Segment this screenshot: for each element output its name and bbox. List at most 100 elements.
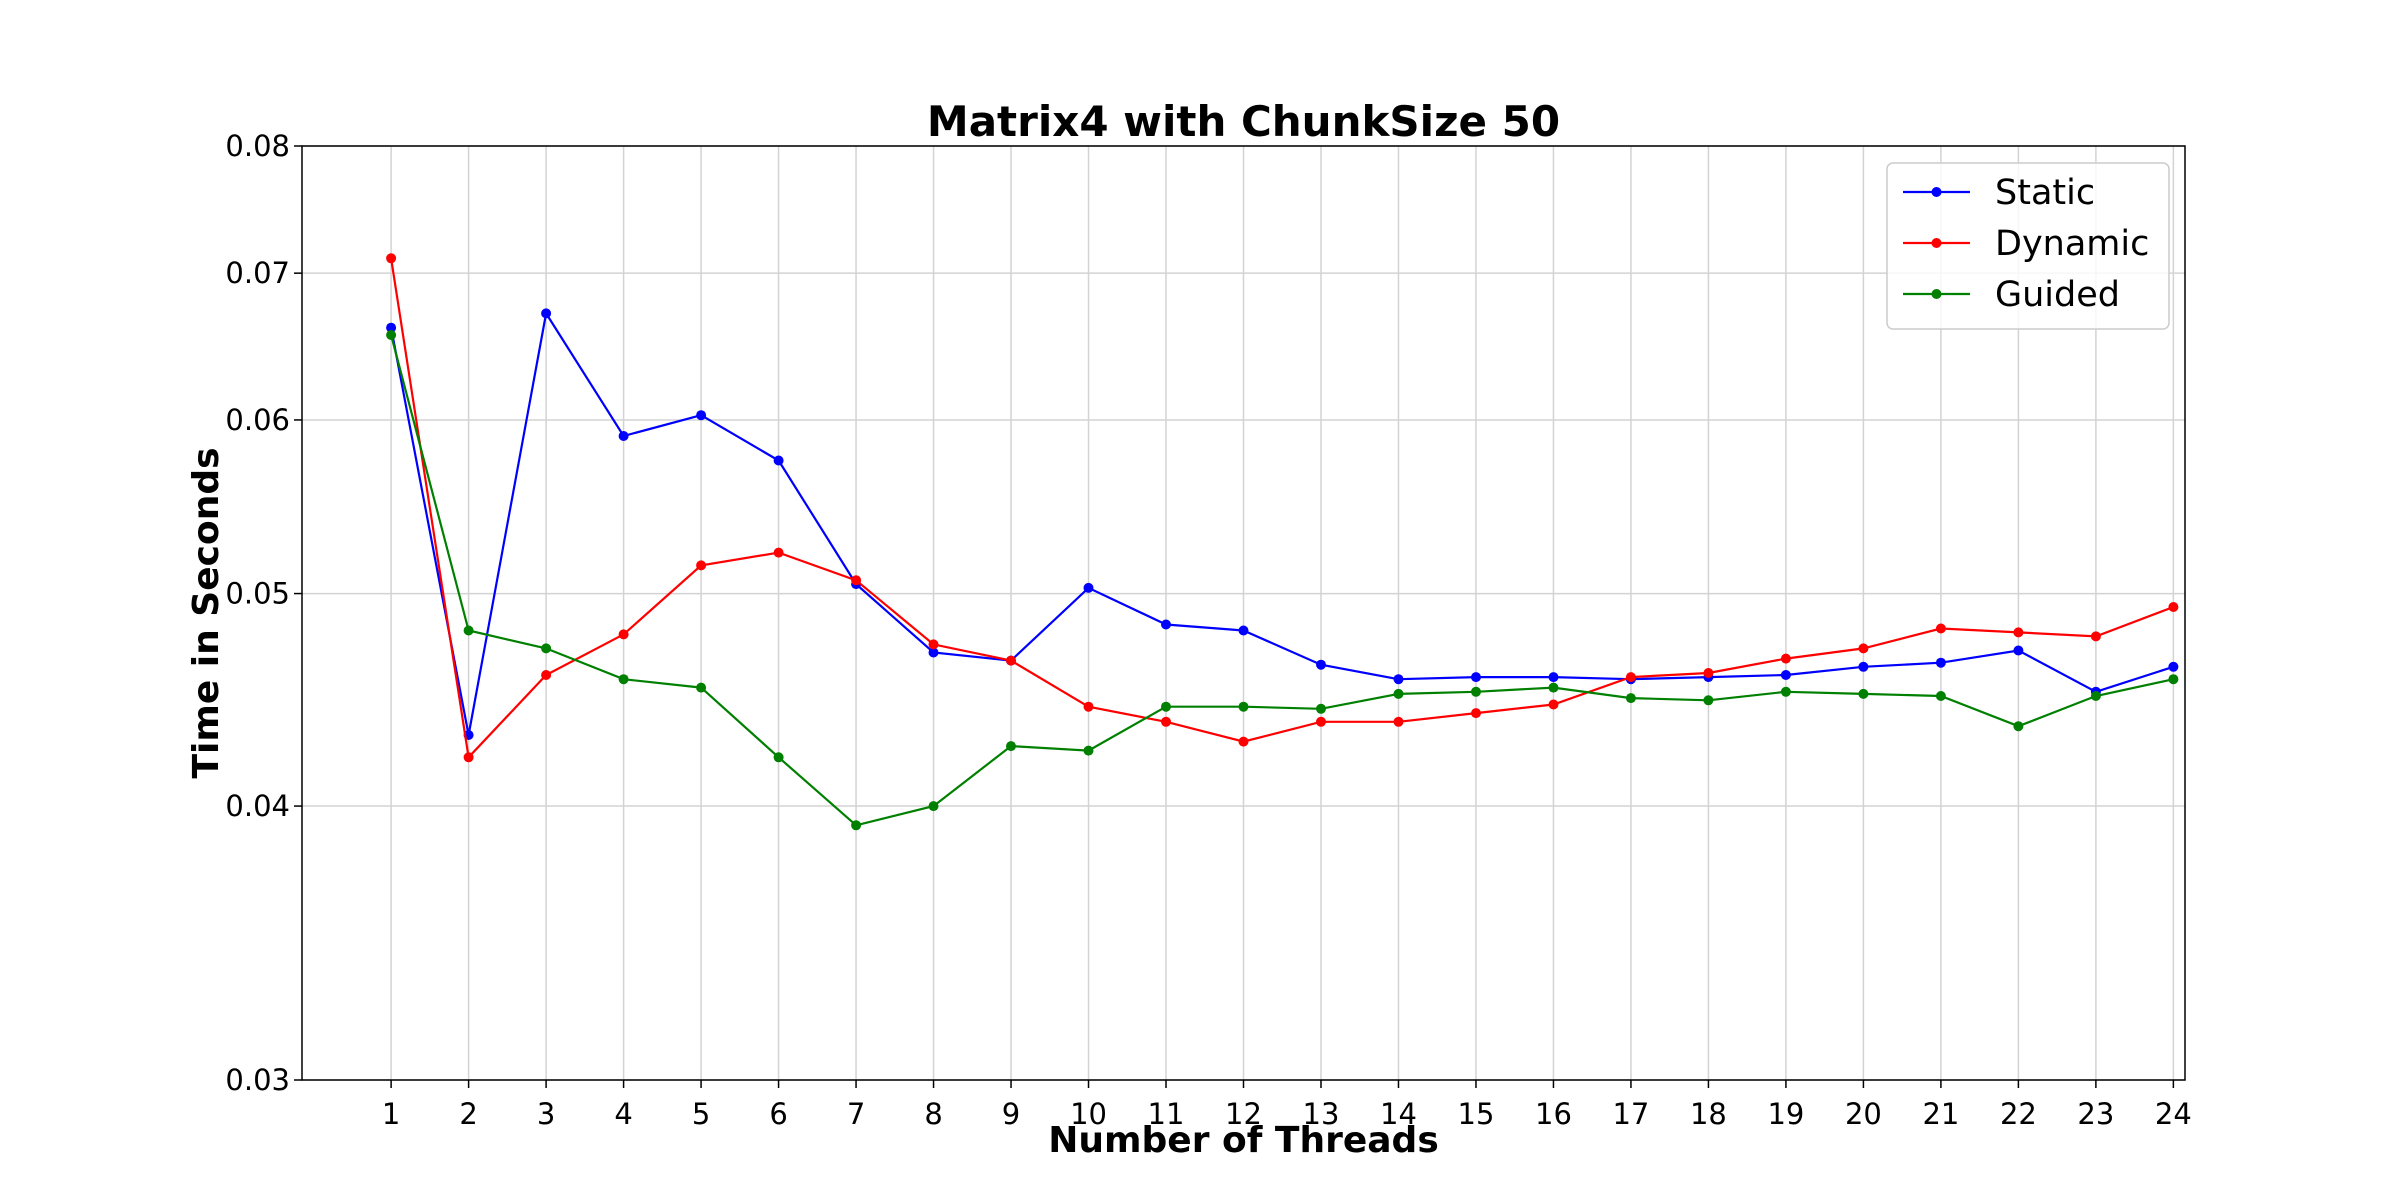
- data-point: [696, 682, 707, 693]
- data-point: [928, 801, 939, 812]
- series-dynamic: [386, 253, 2179, 763]
- x-tick-label: 16: [1535, 1097, 1572, 1131]
- data-point: [851, 820, 862, 831]
- series-line: [390, 258, 2174, 760]
- data-point: [696, 560, 707, 571]
- x-tick-label: 1: [382, 1097, 400, 1131]
- data-point: [1083, 745, 1094, 756]
- y-tick-label: 0.03: [225, 1063, 290, 1097]
- data-point: [2168, 661, 2179, 672]
- x-tick-label: 15: [1458, 1097, 1495, 1131]
- data-point: [2013, 627, 2024, 638]
- x-tick-label: 7: [847, 1097, 865, 1131]
- data-point: [618, 431, 629, 441]
- data-point: [1006, 741, 1016, 752]
- data-point: [618, 674, 629, 685]
- x-tick-label: 14: [1380, 1097, 1417, 1131]
- legend-marker: [1931, 238, 1942, 248]
- series-line: [390, 334, 2174, 827]
- data-point: [1935, 691, 1946, 701]
- data-point: [773, 752, 784, 763]
- y-tick-label: 0.07: [225, 256, 290, 290]
- data-point: [541, 643, 552, 654]
- x-tick-label: 5: [692, 1097, 710, 1131]
- chart-title: Matrix4 with ChunkSize 50: [927, 97, 1560, 146]
- x-tick-label: 19: [1767, 1097, 1804, 1131]
- series-line: [390, 310, 2174, 736]
- data-point: [773, 455, 784, 466]
- data-point: [1238, 701, 1249, 712]
- data-point: [1780, 686, 1791, 697]
- x-tick-label: 21: [1922, 1097, 1959, 1131]
- data-point: [2090, 631, 2101, 642]
- data-point: [386, 322, 397, 333]
- data-point: [1316, 659, 1326, 670]
- data-point: [851, 575, 862, 586]
- y-tick-label: 0.08: [225, 129, 290, 163]
- data-point: [463, 752, 474, 763]
- legend-label: Dynamic: [1995, 224, 2149, 264]
- x-axis-label: Number of Threads: [1048, 1120, 1439, 1161]
- x-tick-label: 8: [924, 1097, 942, 1131]
- data-point: [2168, 674, 2179, 685]
- data-point: [2168, 602, 2179, 612]
- x-tick-label: 6: [769, 1097, 787, 1131]
- y-axis-label: Time in Seconds: [186, 447, 227, 778]
- series-group: [386, 253, 2179, 831]
- data-point: [696, 410, 707, 421]
- x-tick-label: 13: [1303, 1097, 1340, 1131]
- x-tick-label: 12: [1225, 1097, 1262, 1131]
- data-point: [541, 308, 552, 319]
- data-point: [1858, 661, 1869, 672]
- data-point: [463, 625, 474, 636]
- x-tick-label: 18: [1690, 1097, 1727, 1131]
- data-point: [1006, 655, 1016, 666]
- legend-label: Guided: [1995, 275, 2120, 315]
- data-point: [1471, 686, 1481, 697]
- data-point: [1316, 716, 1326, 727]
- data-point: [1161, 619, 1171, 630]
- series-static: [386, 308, 2179, 740]
- data-point: [1161, 716, 1171, 727]
- legend-label: Static: [1995, 173, 2095, 213]
- y-tick-label: 0.06: [225, 403, 290, 437]
- legend-entry-static: Static: [1903, 173, 2095, 213]
- data-point: [1471, 708, 1481, 719]
- legend-box: [1886, 162, 2170, 330]
- data-point: [1625, 693, 1636, 704]
- data-point: [1393, 674, 1404, 685]
- y-tick-label: 0.05: [225, 577, 290, 611]
- data-point: [1548, 699, 1559, 710]
- data-point: [1858, 643, 1869, 654]
- x-tick-label: 4: [614, 1097, 632, 1131]
- y-tick-label: 0.04: [225, 789, 290, 823]
- data-point: [2013, 721, 2024, 732]
- data-point: [1238, 736, 1249, 747]
- x-tick-label: 3: [537, 1097, 555, 1131]
- legend: Static Dynamic Guided: [1886, 162, 2170, 330]
- legend-entry-guided: Guided: [1903, 275, 2120, 315]
- data-point: [928, 639, 939, 650]
- data-point: [1471, 672, 1481, 683]
- data-point: [928, 647, 939, 658]
- x-tick-label: 9: [1002, 1097, 1020, 1131]
- axis-ticks: 1 2 3 4 5 6 7 8 9 10 11 12 13 14 15 16 17 18 19 20 21 22 23 240…: [225, 129, 2191, 1131]
- data-point: [1083, 701, 1094, 712]
- x-tick-label: 10: [1070, 1097, 1107, 1131]
- data-point: [1393, 688, 1404, 699]
- x-tick-label: 23: [2077, 1097, 2114, 1131]
- data-point: [2013, 645, 2024, 656]
- data-point: [1548, 672, 1559, 683]
- x-tick-label: 2: [459, 1097, 477, 1131]
- data-point: [1780, 653, 1791, 664]
- data-point: [618, 629, 629, 640]
- data-point: [541, 670, 552, 680]
- x-tick-label: 17: [1612, 1097, 1649, 1131]
- data-point: [1316, 703, 1326, 714]
- data-point: [1625, 672, 1636, 683]
- data-point: [2090, 691, 2101, 701]
- x-tick-label: 11: [1148, 1097, 1185, 1131]
- legend-marker: [1931, 289, 1942, 299]
